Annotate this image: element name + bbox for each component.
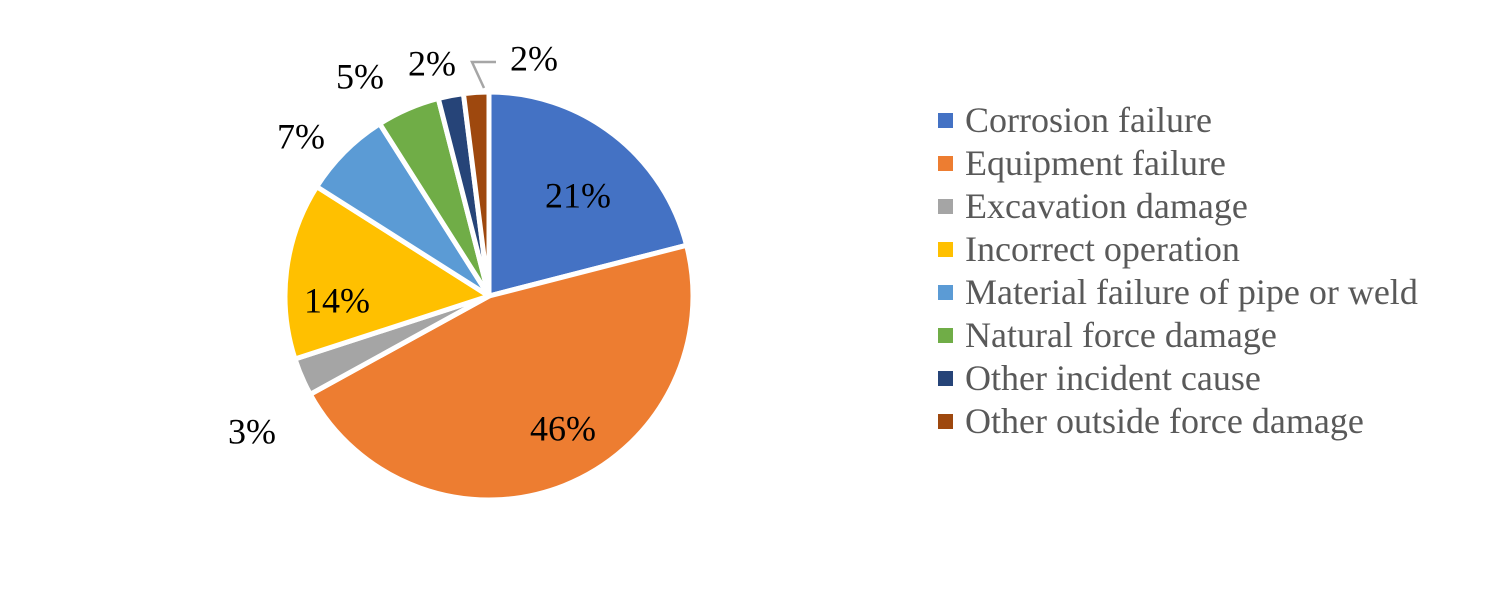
leader-line — [470, 60, 496, 89]
legend-item: Corrosion failure — [938, 99, 1418, 142]
pie-slice — [307, 242, 696, 503]
legend-item: Material failure of pipe or weld — [938, 271, 1418, 314]
legend-swatch — [938, 199, 953, 214]
legend-swatch — [938, 242, 953, 257]
legend-item: Other outside force damage — [938, 400, 1418, 443]
data-labels: 21% 46% 3% 14% 7% 5% 2% 2% — [228, 38, 611, 451]
pie-slice — [460, 89, 492, 299]
legend: Corrosion failure Equipment failure Exca… — [938, 99, 1418, 443]
data-label: 14% — [304, 280, 370, 320]
legend-swatch — [938, 156, 953, 171]
legend-item: Natural force damage — [938, 314, 1418, 357]
pie-slice — [486, 89, 690, 299]
data-label: 2% — [510, 38, 558, 78]
legend-label: Other incident cause — [965, 358, 1261, 398]
data-label: 5% — [336, 56, 384, 96]
data-label: 21% — [545, 175, 611, 215]
legend-swatch — [938, 371, 953, 386]
pie-chart: 21% 46% 3% 14% 7% 5% 2% 2% — [228, 38, 696, 503]
legend-label: Natural force damage — [965, 315, 1277, 355]
legend-swatch — [938, 113, 953, 128]
legend-label: Excavation damage — [965, 186, 1248, 226]
data-label: 46% — [530, 408, 596, 448]
legend-swatch — [938, 414, 953, 429]
legend-item: Incorrect operation — [938, 228, 1418, 271]
legend-item: Excavation damage — [938, 185, 1418, 228]
legend-label: Material failure of pipe or weld — [965, 272, 1418, 312]
data-label: 7% — [277, 116, 325, 156]
data-label: 3% — [228, 411, 276, 451]
data-label: 2% — [408, 43, 456, 83]
pie-slice — [282, 184, 492, 362]
legend-label: Corrosion failure — [965, 100, 1212, 140]
legend-label: Other outside force damage — [965, 401, 1364, 441]
legend-item: Other incident cause — [938, 357, 1418, 400]
legend-swatch — [938, 285, 953, 300]
legend-item: Equipment failure — [938, 142, 1418, 185]
legend-label: Equipment failure — [965, 143, 1226, 183]
pie-slices — [282, 89, 696, 503]
legend-label: Incorrect operation — [965, 229, 1240, 269]
legend-swatch — [938, 328, 953, 343]
